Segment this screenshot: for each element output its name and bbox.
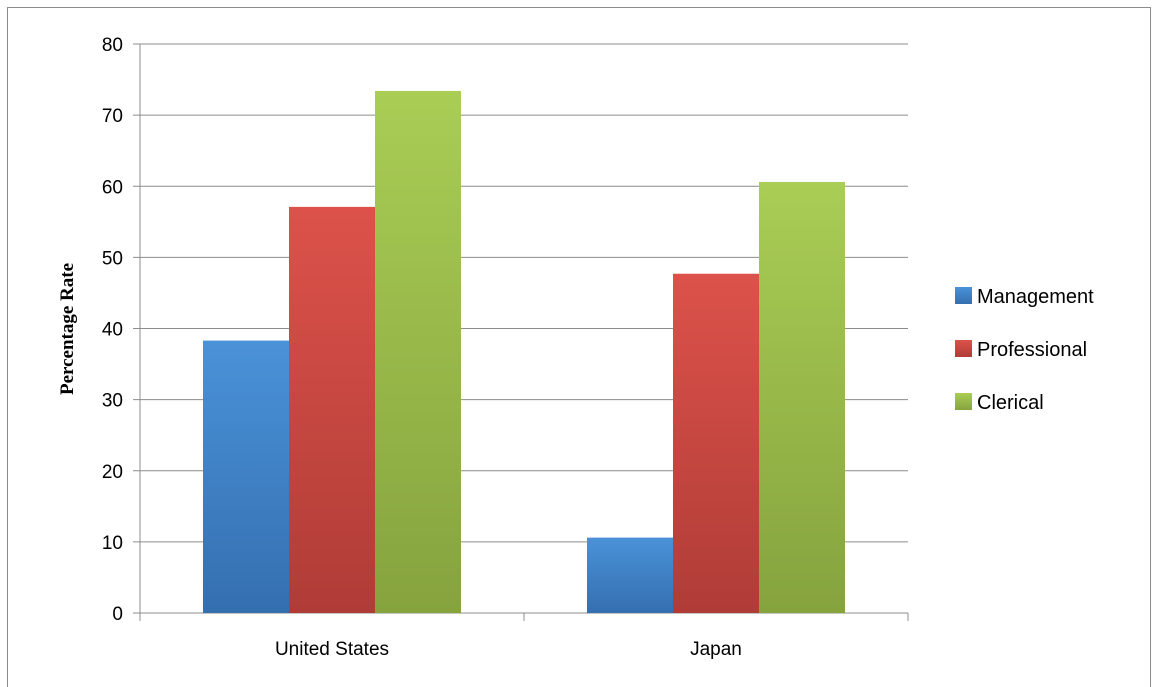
y-tick-label: 10 [102,533,123,554]
bar-professional-united-states [289,206,375,613]
y-tick-label: 70 [102,106,123,127]
y-tick-label: 30 [102,391,123,412]
y-tick-label: 50 [102,248,123,269]
legend-label-clerical: Clerical [977,392,1044,414]
bar-clerical-japan [759,181,845,614]
legend-label-management: Management [977,286,1094,308]
legend-label-professional: Professional [977,339,1087,361]
bars [203,90,845,614]
y-axis-label: Percentage Rate [57,263,78,395]
legend: Management Professional Clerical [955,286,1094,414]
y-tick-label: 60 [102,177,123,198]
y-tick-label: 40 [102,320,123,341]
legend-swatch-clerical [955,393,972,410]
x-tick-labels: United States Japan [275,639,742,660]
y-tick-labels: 0 10 20 30 40 50 60 70 80 [102,35,123,625]
y-tick-label: 0 [112,604,123,625]
y-tick-label: 20 [102,462,123,483]
x-tick-label: Japan [690,639,742,660]
bar-management-united-states [203,340,289,613]
y-tick-label: 80 [102,35,123,56]
bar-clerical-united-states [375,90,461,613]
bar-management-japan [587,537,673,613]
x-tick-label: United States [275,639,389,660]
legend-swatch-professional [955,340,972,357]
chart-frame [7,7,1151,687]
legend-swatch-management [955,287,972,304]
bar-professional-japan [673,273,759,613]
